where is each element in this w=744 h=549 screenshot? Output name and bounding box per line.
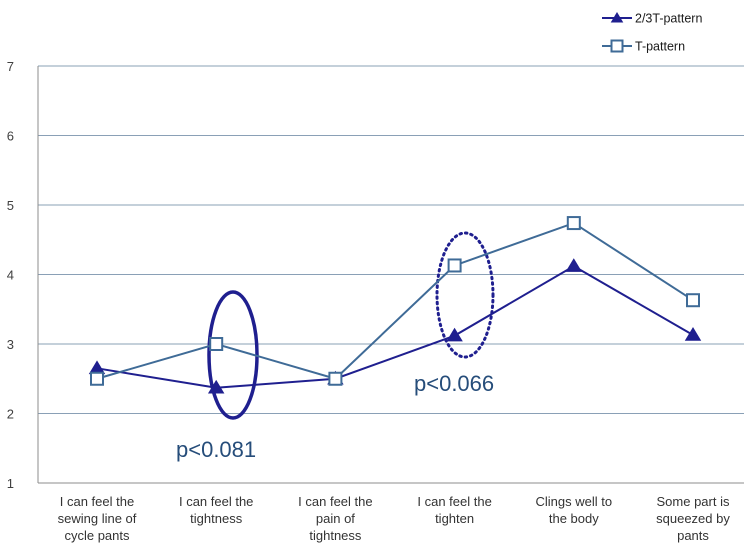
y-tick-label: 7 [7, 59, 14, 74]
data-point-square [686, 293, 700, 308]
data-point-triangle [684, 326, 702, 341]
data-point-square [90, 371, 104, 386]
annotation-label: p<0.081 [176, 437, 256, 462]
annotation-ellipse [207, 290, 259, 420]
data-point-square [209, 337, 224, 351]
y-tick-label: 6 [7, 129, 14, 144]
data-point-square [566, 216, 581, 231]
y-tick-label: 4 [7, 268, 14, 283]
legend-marker-triangle [610, 12, 624, 23]
x-category-label: I can feel the sewing line of cycle pants [58, 494, 137, 543]
data-point-triangle [565, 258, 583, 272]
series-line-t-pattern [96, 221, 694, 380]
y-tick-label: 5 [7, 198, 14, 213]
series-line-two-thirds-t-pattern [96, 265, 694, 389]
x-category-label: I can feel the tighten [417, 494, 491, 526]
y-tick-label: 1 [7, 476, 14, 491]
data-point-triangle [446, 327, 463, 342]
data-point-square [447, 258, 462, 273]
annotation-label: p<0.066 [414, 371, 494, 396]
data-point-triangle [207, 379, 225, 394]
y-tick-label: 3 [7, 337, 14, 352]
x-category-label: Clings well to the body [536, 494, 613, 526]
annotation-ellipse [435, 231, 495, 359]
data-point-square [328, 371, 343, 386]
data-point-triangle [88, 360, 106, 375]
legend-label: T-pattern [635, 40, 685, 54]
x-category-label: I can feel the pain of tightness [298, 494, 372, 543]
x-category-label: Some part is squeezed by pants [656, 494, 730, 543]
legend-marker-square [610, 39, 624, 53]
y-tick-label: 2 [7, 407, 14, 422]
x-category-label: I can feel the tightness [179, 494, 253, 526]
legend-label: 2/3T-pattern [635, 12, 702, 26]
